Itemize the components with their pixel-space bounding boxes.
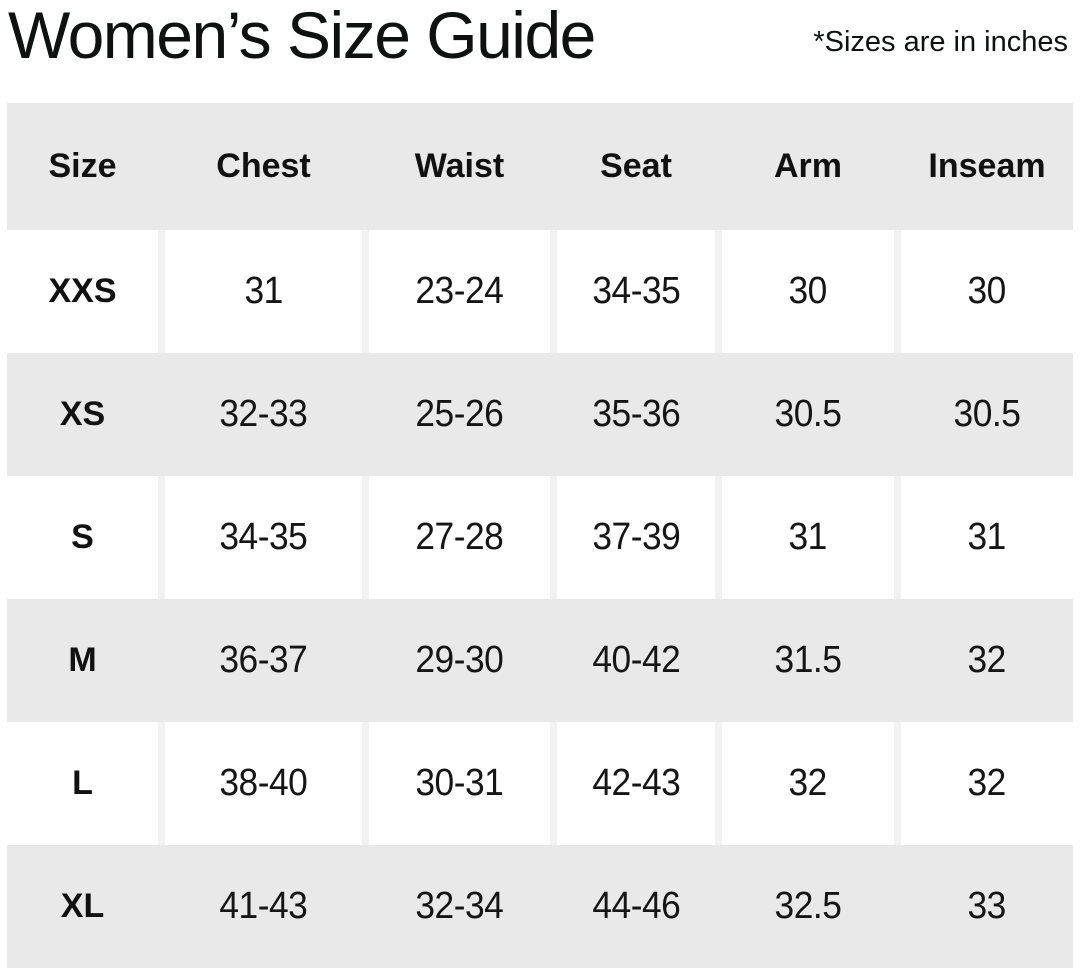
cell-waist: 23-24 — [369, 230, 550, 353]
table-row-xl: XL 41-43 32-34 44-46 32.5 33 — [7, 845, 1073, 968]
cell-arm: 32 — [722, 722, 894, 845]
cell-inseam: 32 — [901, 599, 1073, 722]
column-header-waist: Waist — [369, 103, 550, 230]
cell-waist: 29-30 — [369, 599, 550, 722]
row-size-label: XL — [7, 845, 158, 968]
table-row-m: M 36-37 29-30 40-42 31.5 32 — [7, 599, 1073, 722]
cell-chest: 36-37 — [165, 599, 362, 722]
table-row-s: S 34-35 27-28 37-39 31 31 — [7, 476, 1073, 599]
cell-arm: 30.5 — [722, 353, 894, 476]
table-row-l: L 38-40 30-31 42-43 32 32 — [7, 722, 1073, 845]
page-title: Women’s Size Guide — [8, 0, 596, 72]
cell-waist: 30-31 — [369, 722, 550, 845]
table-header-row: Size Chest Waist Seat Arm Inseam — [7, 103, 1073, 230]
cell-chest: 38-40 — [165, 722, 362, 845]
cell-seat: 42-43 — [557, 722, 715, 845]
cell-arm: 31.5 — [722, 599, 894, 722]
cell-inseam: 30.5 — [901, 353, 1073, 476]
column-header-arm: Arm — [722, 103, 894, 230]
cell-seat: 34-35 — [557, 230, 715, 353]
cell-arm: 31 — [722, 476, 894, 599]
cell-chest: 32-33 — [165, 353, 362, 476]
cell-waist: 32-34 — [369, 845, 550, 968]
row-size-label: L — [7, 722, 158, 845]
units-note: *Sizes are in inches — [813, 26, 1068, 58]
cell-chest: 34-35 — [165, 476, 362, 599]
cell-chest: 41-43 — [165, 845, 362, 968]
row-size-label: S — [7, 476, 158, 599]
cell-seat: 35-36 — [557, 353, 715, 476]
row-size-label: XXS — [7, 230, 158, 353]
size-guide-table: Size Chest Waist Seat Arm Inseam XXS 31 … — [7, 103, 1073, 968]
cell-inseam: 31 — [901, 476, 1073, 599]
table-row-xs: XS 32-33 25-26 35-36 30.5 30.5 — [7, 353, 1073, 476]
row-size-label: M — [7, 599, 158, 722]
cell-inseam: 32 — [901, 722, 1073, 845]
row-size-label: XS — [7, 353, 158, 476]
table-row-xxs: XXS 31 23-24 34-35 30 30 — [7, 230, 1073, 353]
cell-chest: 31 — [165, 230, 362, 353]
cell-arm: 30 — [722, 230, 894, 353]
cell-seat: 40-42 — [557, 599, 715, 722]
cell-seat: 44-46 — [557, 845, 715, 968]
cell-seat: 37-39 — [557, 476, 715, 599]
cell-waist: 25-26 — [369, 353, 550, 476]
column-header-seat: Seat — [557, 103, 715, 230]
column-header-chest: Chest — [165, 103, 362, 230]
cell-waist: 27-28 — [369, 476, 550, 599]
cell-inseam: 30 — [901, 230, 1073, 353]
cell-inseam: 33 — [901, 845, 1073, 968]
column-header-inseam: Inseam — [901, 103, 1073, 230]
cell-arm: 32.5 — [722, 845, 894, 968]
column-header-size: Size — [7, 103, 158, 230]
